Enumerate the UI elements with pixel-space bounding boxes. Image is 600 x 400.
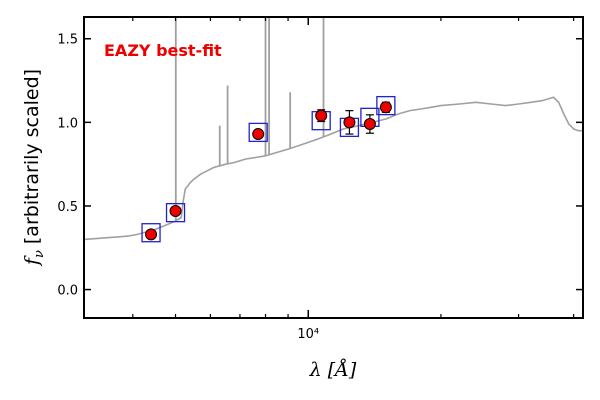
sed-layer [84,17,583,241]
observed-data-point [252,128,265,141]
y-axis-label-text: [arbitrarily scaled] [21,69,43,250]
observed-data-point [343,116,356,129]
model-photometry-box [248,122,268,143]
model-photometry-box [141,223,161,243]
fit-annotation: EAZY best-fit [104,41,222,60]
y-tick-label: 0.0 [57,284,78,299]
y-axis-label-subscript: ν [32,250,47,258]
observed-data-point [145,228,158,241]
axis-ticks: 0.0 0.5 1.0 1.5 10⁴ [57,17,583,342]
observed-data-point [169,204,182,217]
model-photometry-box [376,95,396,116]
observed-data-point [363,118,376,131]
x-tick-label: 10⁴ [297,327,319,342]
y-axis-label-symbol: f [21,255,43,267]
observed-photometry-layer [145,101,392,241]
y-axis-label: fν [arbitrarily scaled] [21,69,47,267]
observed-data-point [315,109,328,122]
observed-data-point [379,101,392,114]
y-tick-label: 0.5 [57,200,78,215]
y-tick-label: 1.0 [57,116,78,131]
best-fit-sed-line [84,96,583,241]
plot-frame [83,16,584,319]
x-axis-label: λ [Å] [309,359,357,381]
y-tick-label: 1.5 [57,33,78,48]
model-photometry-box [165,202,186,223]
